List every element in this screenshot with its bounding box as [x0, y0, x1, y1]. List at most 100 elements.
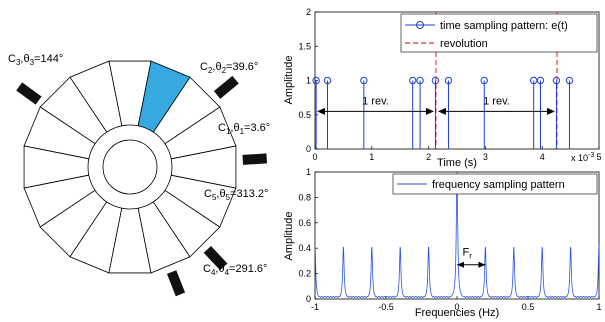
top-y-tick-label: 1.5 [298, 41, 311, 51]
sensor-c5-bar [203, 245, 228, 271]
fr-annotation: Fr [457, 247, 486, 268]
sensor-label-theta-sub: 5 [226, 193, 231, 202]
top-y-tick-label: 2 [306, 7, 311, 17]
sensor-c1-bar [242, 153, 268, 165]
sensor-label-sub: 2 [208, 66, 213, 75]
top-y-tick-label: 0.5 [298, 110, 311, 120]
sensor-c1-label: C1,θ1=3.6° [218, 122, 270, 136]
bottom-legend-box [392, 173, 598, 195]
rev-arrow-head-left [317, 107, 325, 115]
fr-arrow-head-right [478, 261, 486, 268]
rev-arrow-head-right [425, 107, 434, 115]
top-x-tick-label: 0 [312, 152, 317, 162]
top-x-tick-label: 1 [369, 152, 374, 162]
frequency-sampling-chart: -1 -0.5 0 0.5 1 0 0.2 0.4 0.6 0.8 1 Fr Amplitude F… [283, 167, 602, 319]
rev-annotation-label: 1 rev. [483, 95, 510, 107]
bottom-x-axis-label: Frequencies (Hz) [415, 307, 499, 319]
sensor-label-value: =313.2° [230, 188, 268, 200]
bottom-y-axis-label: Amplitude [283, 212, 295, 261]
sensor-c5-label: C5,θ5=313.2° [204, 188, 268, 202]
wheel-hub [102, 139, 158, 195]
top-x-tick-label: 2 [426, 152, 431, 162]
bottom-axis-ticks: -1 -0.5 0 0.5 1 0 0.2 0.4 0.6 0.8 1 [298, 167, 601, 312]
stem-marker [431, 76, 440, 85]
sensor-label-theta: ,θ [216, 188, 225, 200]
top-x-exponent-base: x 10 [571, 153, 588, 163]
slotted-wheel-diagram [23, 60, 237, 274]
stem-marker [323, 76, 332, 85]
sensor-label-base: C [204, 188, 212, 200]
bottom-x-tick-label: 0.5 [522, 302, 535, 312]
bottom-x-tick-label: 1 [596, 302, 601, 312]
sensor-label-base: C [203, 263, 211, 275]
top-x-exponent-power: -3 [588, 152, 594, 159]
rev-annotation-label: 1 rev. [362, 95, 389, 107]
sensor-label-sub: 1 [226, 127, 231, 136]
top-axis-ticks: 0 1 2 3 4 5 0 0.5 1 1.5 2 [298, 7, 601, 162]
sensor-c2-bar [213, 75, 239, 99]
sensor-label-value: =3.6° [244, 122, 270, 134]
bottom-legend: frequency sampling pattern [392, 173, 598, 195]
top-y-tick-label: 1 [306, 76, 311, 86]
sensor-c2-label: C2,θ2=39.6° [200, 61, 258, 75]
sensor-group: C3,θ3=144°C2,θ2=39.6°C1,θ1=3.6°C5,θ5=313… [8, 53, 270, 297]
stem-marker [565, 76, 574, 85]
sensor-label-value: =291.6° [229, 263, 267, 275]
sensor-label-theta-sub: 3 [30, 58, 35, 67]
bottom-y-tick-label: 0.6 [298, 218, 311, 228]
sensor-label-base: C [218, 122, 226, 134]
top-y-axis-label: Amplitude [283, 56, 295, 105]
sensor-label-value: =144° [34, 53, 63, 65]
bottom-x-tick-label: -1 [311, 302, 319, 312]
sensor-label-theta: ,θ [230, 122, 239, 134]
bottom-y-tick-label: 0 [306, 294, 311, 304]
sensor-c3-label: C3,θ3=144° [8, 53, 63, 67]
top-x-exponent: x 10-3 [571, 152, 594, 163]
fr-label-base: F [462, 247, 469, 259]
sensor-c4-label: C4,θ4=291.6° [203, 263, 267, 277]
stem-marker [552, 76, 561, 85]
sensor-c4-bar [166, 270, 186, 297]
revolution-annotations: 1 rev. 1 rev. [317, 95, 555, 115]
top-legend-revolution-label: revolution [440, 38, 488, 50]
sensor-label-base: C [200, 61, 208, 73]
top-legend-box [400, 13, 598, 53]
top-legend-stem-marker [416, 21, 424, 29]
revolution-lines [435, 12, 558, 149]
stem-marker [408, 76, 417, 85]
bottom-x-tick-label: -0.5 [378, 302, 394, 312]
fr-annotation-label: Fr [462, 247, 472, 261]
sensor-label-theta: ,θ [20, 53, 29, 65]
stem-marker [444, 76, 453, 85]
sensor-label-sub: 3 [16, 58, 21, 67]
top-x-tick-label: 3 [483, 152, 488, 162]
sensor-label-base: C [8, 53, 16, 65]
bottom-y-tick-label: 0.8 [298, 192, 311, 202]
top-x-axis-label: Time (s) [437, 157, 477, 169]
time-sampling-chart: 0 1 2 3 4 5 0 0.5 1 1.5 2 1 rev. 1 rev. Amplitude T… [283, 7, 602, 169]
top-x-tick-label: 5 [596, 152, 601, 162]
sampling-stems [312, 76, 574, 149]
sensor-label-value: =39.6° [226, 61, 258, 73]
bottom-x-tick-label: 0 [454, 302, 459, 312]
stem-marker [416, 76, 424, 85]
sensor-label-theta: ,θ [212, 61, 221, 73]
bottom-y-tick-label: 1 [306, 167, 311, 177]
sensor-label-theta-sub: 4 [225, 268, 230, 277]
rev-arrow-head-left [437, 107, 446, 115]
spectrum-line [314, 171, 600, 299]
fr-arrow-head-left [457, 261, 464, 268]
stem-marker [312, 76, 320, 85]
bottom-y-tick-label: 0.4 [298, 243, 311, 253]
sensor-label-sub: 5 [212, 193, 217, 202]
top-legend-stem-label: time sampling pattern: e(t) [440, 20, 568, 32]
sensor-label-theta: ,θ [215, 263, 224, 275]
top-x-tick-label: 4 [540, 152, 545, 162]
fr-label-sub: r [469, 252, 472, 261]
sensor-c3-bar [16, 82, 42, 105]
sensor-label-theta-sub: 1 [240, 127, 245, 136]
stem-marker [360, 76, 368, 85]
stem-marker [480, 76, 488, 85]
bottom-legend-label: frequency sampling pattern [432, 179, 565, 191]
